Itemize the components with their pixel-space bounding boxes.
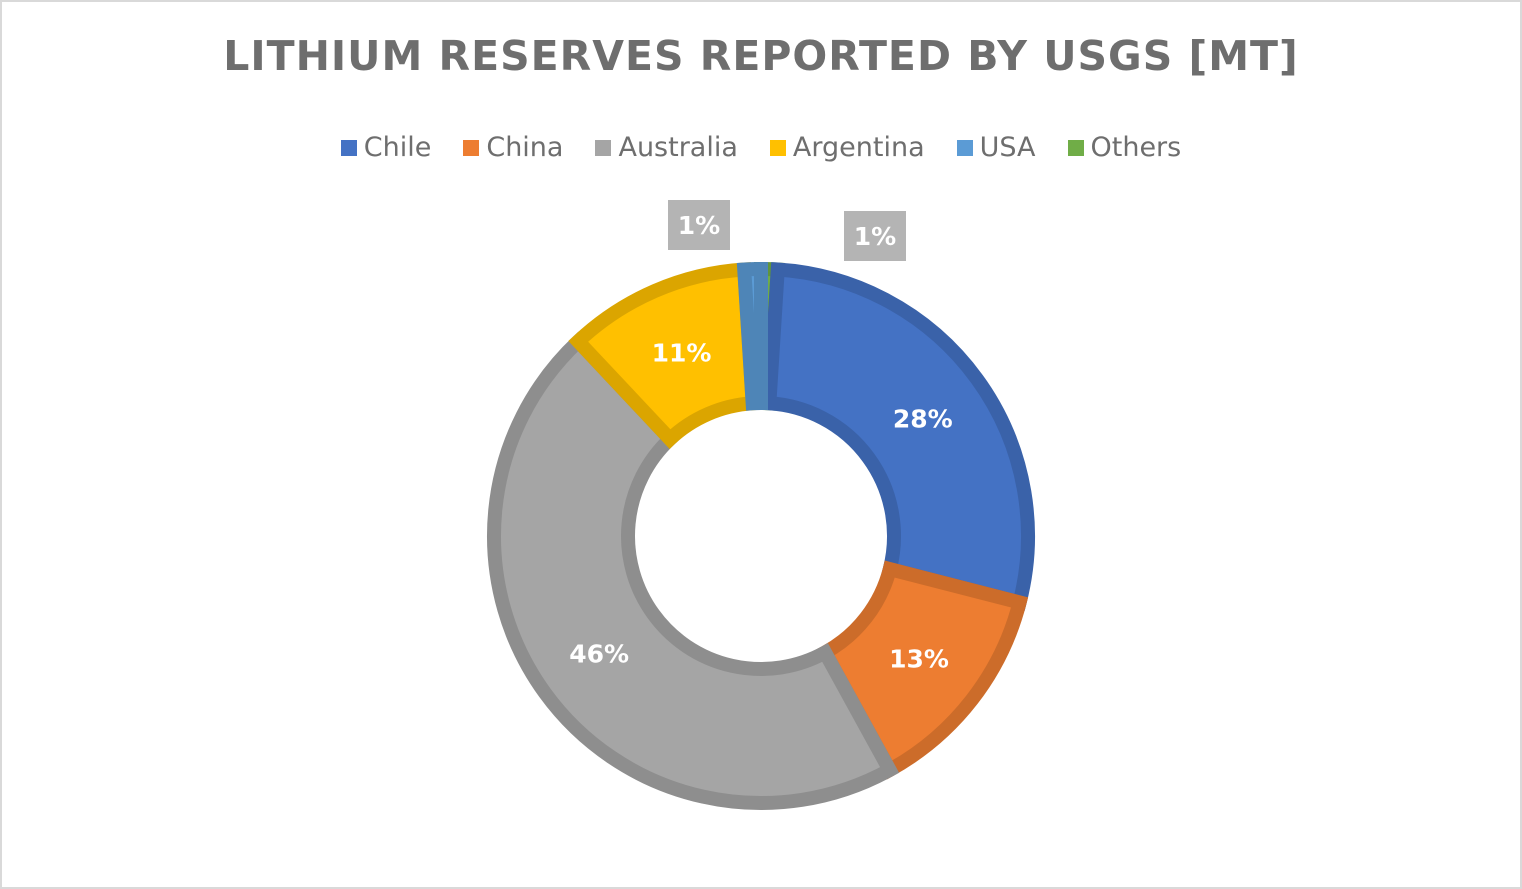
data-label-argentina: 11%	[652, 338, 712, 367]
donut-slice-australia	[487, 331, 900, 810]
legend-label: China	[486, 132, 564, 163]
legend-label: Chile	[363, 132, 432, 163]
data-label-chile: 28%	[893, 404, 953, 433]
donut-slice-chile	[761, 262, 1035, 611]
legend-swatch	[463, 139, 480, 156]
legend-label: USA	[979, 132, 1036, 163]
data-label-usa: 1%	[668, 200, 730, 250]
legend-label: Argentina	[792, 132, 925, 163]
data-label-australia: 46%	[569, 640, 629, 669]
legend-swatch	[956, 139, 973, 156]
legend-swatch	[1067, 139, 1084, 156]
data-label-text: 1%	[678, 211, 720, 240]
legend-label: Others	[1090, 132, 1182, 163]
data-label-text: 11%	[652, 338, 712, 367]
data-label-text: 28%	[893, 404, 953, 433]
data-label-china: 13%	[889, 645, 949, 674]
legend-item-others: Others	[1067, 132, 1182, 163]
data-label-text: 1%	[854, 222, 896, 251]
chart-legend: Chile China Australia Argentina USA Others	[0, 132, 1522, 163]
data-label-box	[668, 200, 730, 250]
legend-item-china: China	[463, 132, 563, 163]
data-label-text: 46%	[569, 640, 629, 669]
legend-label: Australia	[618, 132, 738, 163]
data-label-box	[844, 211, 906, 261]
donut-slice-usa	[736, 261, 768, 411]
legend-item-usa: USA	[956, 132, 1036, 163]
legend-swatch	[595, 139, 612, 156]
data-label-others: 1%	[844, 211, 906, 261]
legend-item-chile: Chile	[340, 132, 432, 163]
data-label-text: 13%	[889, 645, 949, 674]
legend-swatch	[340, 139, 357, 156]
legend-item-australia: Australia	[595, 132, 738, 163]
chart-title: LITHIUM RESERVES REPORTED BY USGS [MT]	[223, 32, 1299, 80]
legend-item-argentina: Argentina	[769, 132, 925, 163]
legend-swatch	[769, 139, 786, 156]
